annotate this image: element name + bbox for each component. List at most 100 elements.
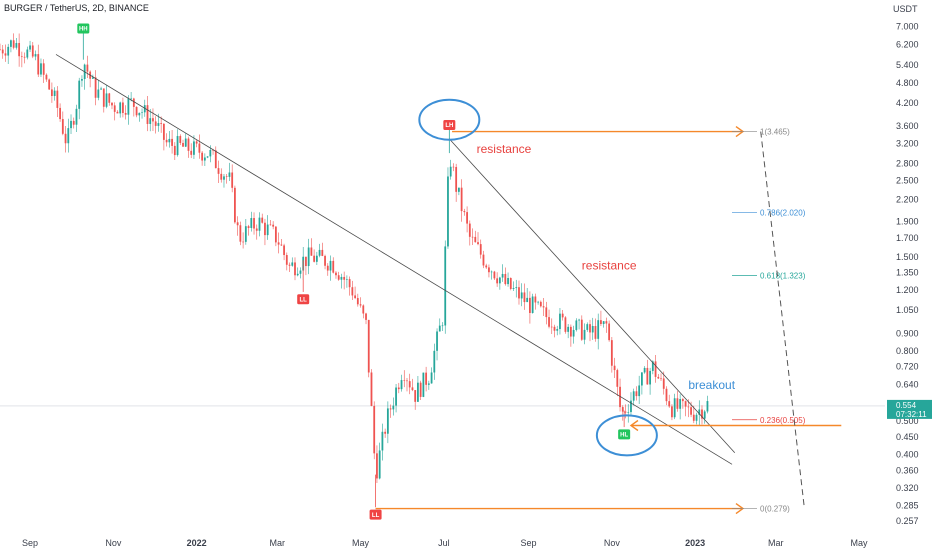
candle-body xyxy=(531,296,534,313)
candle-body xyxy=(176,136,179,156)
candle-body xyxy=(504,273,507,285)
current-price-countdown: 07:32:11 xyxy=(896,410,927,419)
candle-body xyxy=(359,304,362,306)
candle-body xyxy=(72,120,75,125)
candle-body xyxy=(657,376,660,379)
candle-body xyxy=(348,279,351,288)
candle-body xyxy=(78,80,81,109)
candle-body xyxy=(414,390,417,402)
candle-body xyxy=(630,400,632,413)
candle-body xyxy=(264,222,266,236)
candle-body xyxy=(362,305,365,314)
candle-body xyxy=(690,407,692,415)
candle-body xyxy=(534,296,537,303)
candle-body xyxy=(703,411,706,419)
candle-body xyxy=(649,370,651,385)
y-tick-label: 4.200 xyxy=(896,98,919,108)
candle-body xyxy=(578,319,580,321)
candle-body xyxy=(436,331,438,351)
candle-body xyxy=(119,102,122,114)
candle-body xyxy=(86,64,89,72)
candle-body xyxy=(651,361,654,371)
candle-body xyxy=(646,367,649,385)
x-tick-label: May xyxy=(851,538,869,548)
annotation-text: breakout xyxy=(688,378,735,392)
y-tick-label: 3.200 xyxy=(896,138,919,148)
candle-body xyxy=(283,245,285,256)
candle-body xyxy=(668,401,671,407)
candle-body xyxy=(498,277,501,284)
candle-body xyxy=(356,298,359,305)
y-tick-label: 0.800 xyxy=(896,346,919,356)
candle-body xyxy=(559,313,561,330)
candle-body xyxy=(512,288,515,289)
candle-body xyxy=(130,98,133,100)
candle-body xyxy=(600,320,602,325)
candle-body xyxy=(212,149,214,151)
candle-body xyxy=(138,112,141,116)
candle-body xyxy=(378,450,381,479)
candle-body xyxy=(417,382,419,402)
candle-body xyxy=(550,326,553,328)
candle-body xyxy=(305,256,307,267)
candle-body xyxy=(321,249,324,256)
candle-body xyxy=(29,45,31,50)
candle-body xyxy=(367,319,370,373)
pivot-tag xyxy=(369,509,382,520)
candle-body xyxy=(214,150,217,169)
candle-body xyxy=(225,176,228,177)
y-tick-label: 0.320 xyxy=(896,483,919,493)
candle-body xyxy=(291,262,294,266)
candle-body xyxy=(127,98,130,115)
highlight-circle xyxy=(595,414,658,457)
annotation-text: resistance xyxy=(477,142,532,156)
candle-body xyxy=(485,265,488,268)
candle-body xyxy=(12,40,15,48)
candle-body xyxy=(315,255,318,262)
drawings: 1(3.465) 0.786(2.020) 0.618(1.323) 0.236(0.… xyxy=(55,23,842,520)
y-tick-label: 2.800 xyxy=(896,158,919,168)
candle-body xyxy=(580,319,583,340)
y-tick-label: 6.200 xyxy=(896,39,919,49)
candle-body xyxy=(466,212,468,224)
candle-body xyxy=(665,388,668,402)
candle-body xyxy=(81,79,83,81)
candle-body xyxy=(244,226,247,242)
candle-body xyxy=(621,407,624,412)
candle-body xyxy=(635,391,638,397)
candle-body xyxy=(676,398,679,409)
candle-body xyxy=(597,320,600,339)
y-tick-label: 2.500 xyxy=(896,175,919,185)
y-tick-label: 3.600 xyxy=(896,121,919,131)
candle-body xyxy=(75,108,78,125)
candle-body xyxy=(195,141,198,144)
candle-body xyxy=(231,172,234,188)
candle-body xyxy=(673,398,676,418)
candle-body xyxy=(632,391,635,401)
price-axis[interactable]: 7.000 6.200 5.400 4.800 4.200 3.600 3.200 2.800… xyxy=(887,21,932,526)
candle-body xyxy=(165,139,168,143)
candle-body xyxy=(441,325,444,327)
candle-body xyxy=(220,173,223,180)
candle-body xyxy=(561,313,564,318)
candle-body xyxy=(406,380,408,382)
candle-body xyxy=(61,119,64,134)
candle-body xyxy=(556,329,559,331)
time-axis[interactable]: Sep Nov 2022 Mar May Jul Sep Nov 2023 Mar May xyxy=(22,538,868,548)
candle-body xyxy=(345,279,348,280)
current-price-value: 0.554 xyxy=(896,401,917,410)
candle-body xyxy=(384,431,387,434)
candle-body xyxy=(274,226,277,243)
y-tick-label: 0.640 xyxy=(896,379,919,389)
candle-body xyxy=(132,98,135,107)
candle-body xyxy=(553,326,556,331)
pivot-tag xyxy=(443,119,456,130)
y-tick-label: 0.285 xyxy=(896,500,919,510)
candle-body xyxy=(313,255,316,262)
candle-body xyxy=(624,411,627,413)
candle-body xyxy=(640,372,643,386)
annotation-text: resistance xyxy=(582,258,637,272)
y-tick-label: 0.450 xyxy=(896,432,919,442)
candle-body xyxy=(460,187,463,212)
